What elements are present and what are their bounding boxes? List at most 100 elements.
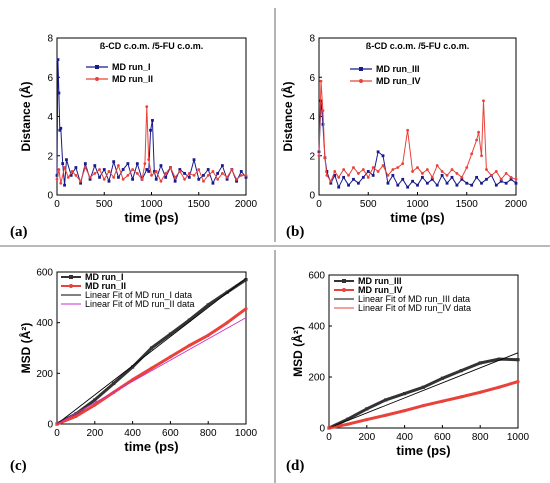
data-point [74,173,78,177]
data-point [497,357,501,361]
series-line [328,381,519,429]
data-point [514,181,518,185]
data-point [376,150,380,154]
x-tick-label: 0 [316,199,322,210]
data-point [168,332,172,336]
data-point [477,130,480,134]
plot-frame [318,37,517,196]
y-axis-title: MSD (Å²) [18,323,33,374]
data-point [147,158,151,162]
data-point [102,168,106,171]
data-point [126,173,130,177]
x-tick-label: 1500 [456,199,479,210]
data-point [333,170,337,173]
chart-title: ß-CD c.o.m. /5-FU c.o.m. [366,41,470,51]
data-point [59,181,63,185]
data-point [150,173,153,177]
data-point [480,154,483,158]
x-tick-label: 0 [54,428,60,439]
data-point [83,162,87,165]
x-tick-label: 200 [86,428,103,439]
data-point [347,183,350,187]
y-tick-label: 6 [309,73,315,84]
x-tick-label: 800 [472,432,489,443]
data-point [187,172,191,175]
data-point [337,175,341,179]
data-point [401,177,405,181]
data-point [376,170,380,173]
data-point [244,173,248,177]
data-point [445,173,449,177]
x-tick-label: 800 [200,428,217,439]
y-tick-label: 8 [47,34,53,45]
x-tick-label: 2000 [505,199,528,210]
legend-marker [95,77,99,81]
data-point [478,361,482,365]
data-point [140,177,144,181]
data-point [168,355,172,359]
data-point [342,168,346,171]
data-point [386,173,390,177]
y-tick-label: 200 [36,369,53,380]
x-axis-title: time (ps) [124,210,178,225]
data-point [173,175,177,179]
data-point [366,170,370,173]
y-tick-label: 2 [47,151,53,162]
data-point [169,166,172,169]
data-point [211,170,215,173]
data-point [117,175,120,179]
data-point [79,179,83,183]
data-point [391,168,395,171]
y-tick-label: 400 [36,318,53,329]
data-point [504,172,508,175]
legend-marker [69,284,73,288]
plot-frame [56,37,247,196]
data-point [459,369,463,373]
data-point [482,99,485,103]
data-point [346,417,350,421]
data-point [460,177,464,181]
data-point [509,175,513,179]
data-point [371,166,375,169]
y-axis-title: Distance (Å) [18,81,33,151]
data-point [131,365,135,369]
data-point [470,152,474,156]
x-axis-title: time (ps) [124,439,178,454]
data-point [61,162,65,165]
data-point [159,179,163,183]
data-point [63,183,66,187]
legend-marker [359,67,363,71]
data-point [102,177,106,181]
data-point [333,173,337,177]
series-line [328,357,519,430]
y-tick-label: 4 [47,112,53,123]
data-point [192,173,196,177]
data-point [107,179,111,183]
data-point [235,177,238,181]
y-axis-title: MSD (Å²) [290,326,305,377]
data-point [504,181,508,185]
data-point [178,168,182,171]
x-tick-label: 1000 [507,432,530,443]
data-point [321,122,325,126]
panel-label-a: (a) [10,224,28,240]
data-point [485,168,488,171]
data-point [244,307,248,311]
data-point [475,175,478,179]
data-point [386,181,390,185]
data-point [352,166,355,169]
data-point [455,183,459,187]
data-point [164,172,168,175]
data-point [465,181,469,185]
data-point [79,181,83,185]
legend-label: MD run_III [358,276,402,286]
data-point [514,177,518,181]
data-point [131,177,134,181]
legend-marker [69,275,73,279]
data-point [216,172,220,175]
legend-label: MD run_II [112,74,153,84]
data-point [206,333,210,337]
data-point [206,168,210,171]
